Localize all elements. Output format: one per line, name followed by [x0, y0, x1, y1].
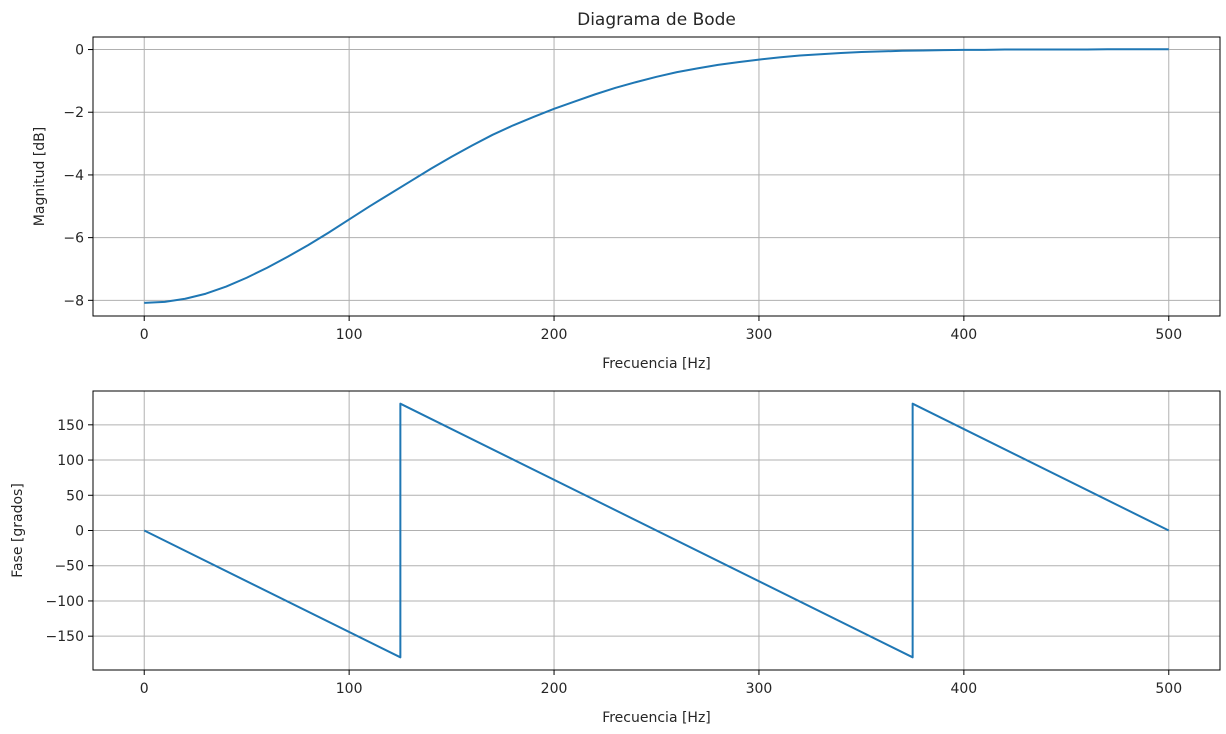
phase-x-tick-label: 300 — [746, 681, 773, 697]
magnitude-y-tick-label: −6 — [63, 231, 84, 247]
phase-y-tick-label: −50 — [54, 559, 84, 575]
phase-x-axis-label: Frecuencia [Hz] — [602, 710, 711, 726]
magnitude-axes-frame — [92, 36, 1221, 317]
phase-x-tick-label: 500 — [1155, 681, 1182, 697]
phase-y-tick-label: 100 — [57, 453, 84, 469]
phase-y-tick-label: 50 — [66, 488, 84, 504]
magnitude-axes: 0 100 200 300 400 500 0 −2 −4 −6 −8 Diagrama de Bo… — [32, 10, 1221, 372]
magnitude-series-line — [144, 48, 1169, 304]
phase-y-tick-label: −100 — [46, 594, 84, 610]
magnitude-y-axis-label: Magnitud [dB] — [32, 127, 48, 226]
magnitude-y-tick-label: −8 — [63, 293, 84, 309]
phase-series-line — [143, 402, 1170, 659]
phase-x-tick-label: 0 — [140, 681, 149, 697]
phase-x-tick-label: 200 — [541, 681, 568, 697]
magnitude-x-tick-label: 200 — [541, 327, 568, 343]
magnitude-x-tick-label: 400 — [950, 327, 977, 343]
phase-x-tick-label: 100 — [336, 681, 363, 697]
magnitude-y-tick-label: 0 — [75, 43, 84, 59]
phase-y-tick-label: 150 — [57, 418, 84, 434]
magnitude-x-tick-label: 500 — [1155, 327, 1182, 343]
magnitude-y-tick-label: −2 — [63, 105, 84, 121]
magnitude-x-tick-label: 300 — [746, 327, 773, 343]
magnitude-y-tick-label: −4 — [63, 168, 84, 184]
phase-x-tick-label: 400 — [950, 681, 977, 697]
phase-y-tick-label: 0 — [75, 524, 84, 540]
magnitude-x-tick-label: 0 — [140, 327, 149, 343]
phase-y-axis-label: Fase [grados] — [10, 483, 26, 578]
phase-y-tick-label: −150 — [46, 629, 84, 645]
magnitude-x-tick-label: 100 — [336, 327, 363, 343]
chart-title: Diagrama de Bode — [577, 10, 736, 30]
magnitude-x-axis-label: Frecuencia [Hz] — [602, 356, 711, 372]
